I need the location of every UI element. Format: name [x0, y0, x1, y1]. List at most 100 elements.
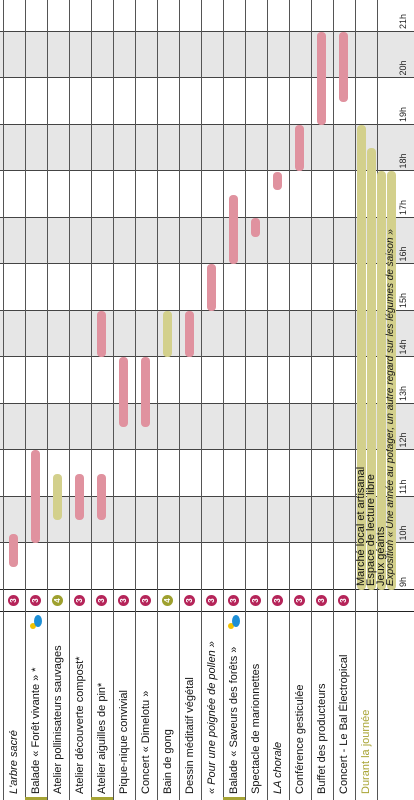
hour-label: 11h	[398, 479, 408, 494]
time-bar	[141, 357, 150, 428]
row-divider	[157, 0, 158, 800]
sun-cloud-icon	[228, 615, 240, 629]
hour-line	[0, 403, 414, 404]
time-bar	[163, 311, 172, 358]
activity-label: Atelier découverte compost*	[74, 656, 86, 794]
row-divider	[355, 0, 356, 800]
time-bar	[53, 473, 62, 521]
row-divider	[113, 0, 114, 800]
hour-label: 20h	[398, 60, 408, 76]
hour-label: 21h	[398, 13, 408, 29]
level-badge: 3	[140, 595, 151, 606]
row-divider	[333, 0, 334, 800]
time-bar	[295, 125, 304, 172]
activity-label: Spectacle de marionnettes	[250, 663, 262, 794]
row-divider	[267, 0, 268, 800]
activity-label: LA chorale	[272, 741, 284, 794]
activity-label: Buffet des producteurs	[316, 683, 328, 794]
hour-line	[0, 310, 414, 311]
time-bar	[9, 534, 18, 567]
row-divider	[223, 0, 224, 800]
row-divider	[135, 0, 136, 800]
level-badge: 4	[52, 595, 63, 606]
hour-label: 18h	[398, 153, 408, 169]
level-badge: 3	[250, 595, 261, 606]
time-bar	[75, 473, 84, 521]
level-badge: 3	[206, 595, 217, 606]
level-badge: 3	[74, 595, 85, 606]
activity-label: Concert « Dimelotu »	[140, 690, 152, 794]
row-divider	[311, 0, 312, 800]
level-badge: 3	[294, 595, 305, 606]
time-bar	[251, 218, 260, 237]
hour-line	[0, 77, 414, 79]
activity-label: Atelier pollinisateurs sauvages	[52, 645, 64, 794]
row-divider	[289, 0, 290, 800]
hour-line	[0, 170, 414, 172]
hour-band	[0, 218, 414, 265]
sun-cloud-icon	[30, 615, 42, 629]
level-badge: 3	[8, 595, 19, 606]
row-divider	[47, 0, 48, 800]
hour-line	[0, 263, 414, 265]
hour-band	[0, 404, 414, 451]
time-bar	[317, 32, 326, 125]
level-badge: 3	[30, 595, 41, 606]
row-divider	[179, 0, 180, 800]
time-bar	[31, 450, 40, 544]
hour-label: 10h	[398, 525, 408, 541]
hour-line	[0, 496, 414, 497]
level-badge: 3	[184, 595, 195, 606]
hour-band	[0, 497, 414, 544]
hour-label: 9h	[398, 576, 408, 587]
time-bar	[339, 32, 348, 102]
time-bar	[229, 194, 238, 265]
level-badge: 3	[338, 595, 349, 606]
hour-line	[0, 356, 414, 358]
activity-label: Balade « Forêt vivante » *	[30, 667, 42, 794]
hour-band	[0, 311, 414, 358]
row-divider	[69, 0, 70, 800]
time-bar	[185, 311, 194, 358]
activity-label: Durant la journée	[360, 709, 372, 794]
hour-line	[0, 31, 414, 32]
hour-line	[0, 217, 414, 218]
activity-label: Balade « Saveurs des forêts »	[228, 646, 240, 794]
time-bar	[207, 264, 216, 311]
activity-label: Atelier aiguilles de pin*	[96, 682, 108, 794]
row-divider	[91, 0, 92, 800]
hour-label: 19h	[398, 106, 408, 122]
activity-label: Conférence gesticulée	[294, 684, 306, 794]
hour-band	[0, 125, 414, 172]
hour-label: 13h	[398, 385, 408, 401]
level-badge: 3	[228, 595, 239, 606]
time-bar	[273, 171, 282, 191]
level-badge: 4	[162, 595, 173, 606]
time-bar	[119, 357, 128, 428]
activity-label: Dessin méditatif végétal	[184, 677, 196, 794]
level-badge: 3	[316, 595, 327, 606]
hour-line	[0, 124, 414, 125]
activity-label: L'arbre sacré	[8, 730, 20, 794]
time-bar	[97, 473, 106, 521]
activity-label: Bain de gong	[162, 729, 174, 794]
activity-label: « Pour une poignée de pollen »	[206, 641, 218, 794]
row-divider	[245, 0, 246, 800]
hour-label: 12h	[398, 432, 408, 448]
hour-band	[0, 32, 414, 79]
hour-line	[0, 449, 414, 451]
time-bar	[97, 311, 106, 358]
hour-label: 14h	[398, 339, 408, 355]
level-badge: 3	[96, 595, 107, 606]
row-divider	[3, 0, 4, 800]
hour-line	[0, 542, 414, 544]
badge-divider	[0, 589, 414, 590]
row-divider	[25, 0, 26, 800]
allday-label: Exposition « Une année au potager, un au…	[385, 229, 396, 586]
hour-label: 15h	[398, 292, 408, 308]
level-badge: 3	[118, 595, 129, 606]
hour-label: 16h	[398, 246, 408, 262]
row-divider	[201, 0, 202, 800]
